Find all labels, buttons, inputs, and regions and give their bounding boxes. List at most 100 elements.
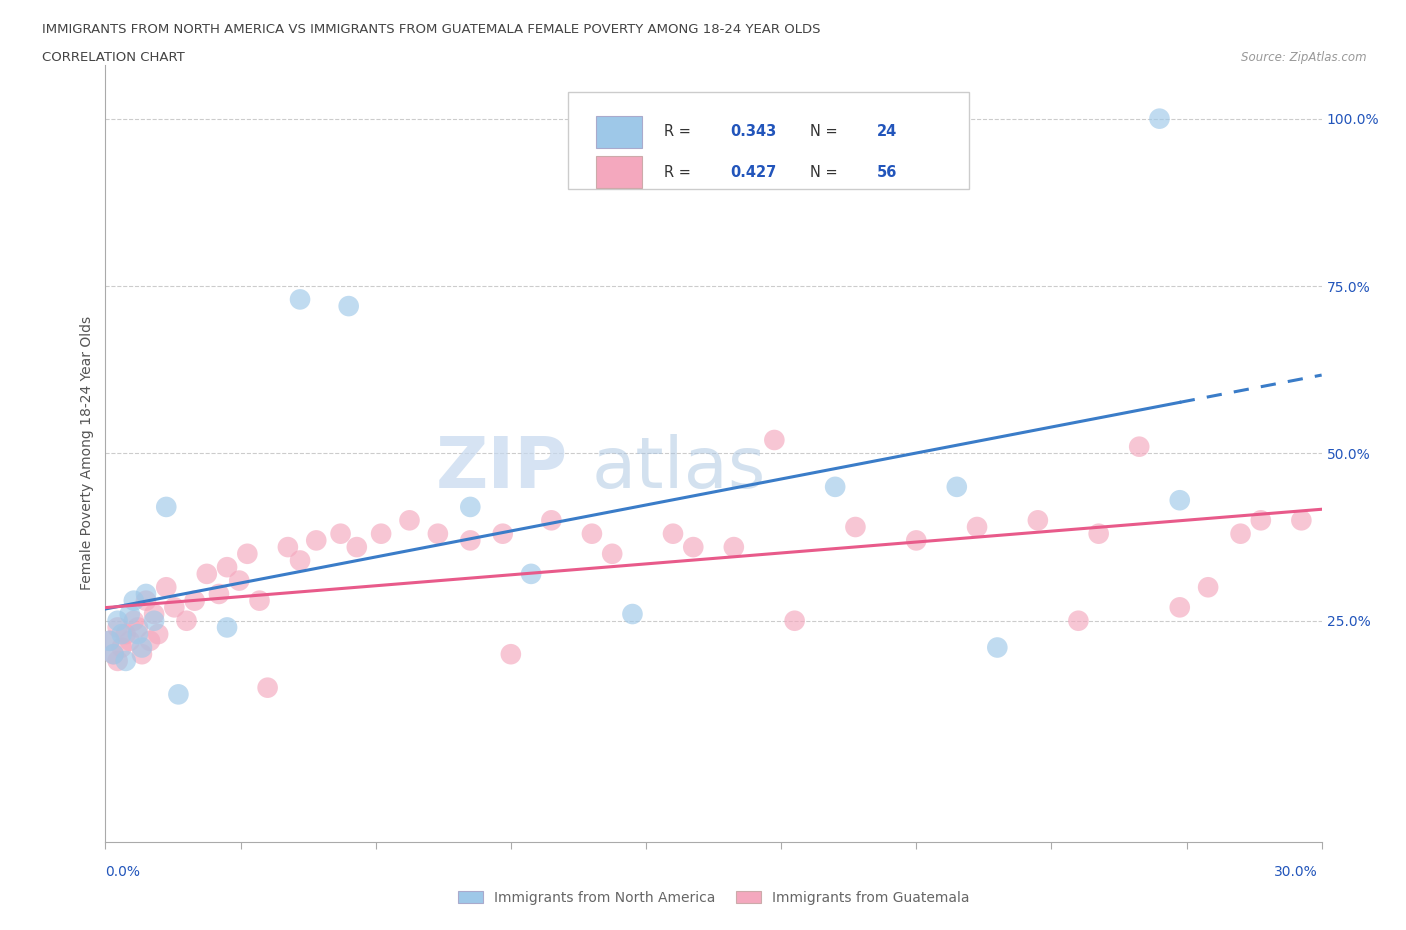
Point — [131, 646, 153, 661]
Point — [492, 526, 515, 541]
Point — [337, 299, 360, 313]
Point — [346, 539, 368, 554]
Point — [236, 546, 259, 561]
Point — [966, 520, 988, 535]
Point — [945, 479, 967, 494]
Point — [118, 633, 141, 648]
Point — [581, 526, 603, 541]
Point — [228, 573, 250, 588]
Point — [167, 687, 190, 702]
Text: R =: R = — [664, 125, 695, 140]
Point — [520, 566, 543, 581]
Point — [217, 620, 239, 635]
Point — [111, 627, 134, 642]
Point — [458, 533, 481, 548]
Bar — [596, 115, 641, 148]
Point — [426, 526, 449, 541]
Point — [127, 620, 149, 635]
Point — [621, 606, 644, 621]
Text: N =: N = — [810, 125, 842, 140]
Point — [118, 606, 141, 621]
Point — [163, 600, 186, 615]
Legend: Immigrants from North America, Immigrants from Guatemala: Immigrants from North America, Immigrant… — [457, 891, 970, 905]
Point — [1168, 600, 1191, 615]
Point — [256, 680, 278, 695]
Point — [288, 553, 311, 568]
Point — [1250, 512, 1272, 527]
Text: N =: N = — [810, 165, 842, 179]
Point — [176, 613, 198, 628]
Point — [183, 593, 205, 608]
Text: ZIP: ZIP — [436, 434, 568, 503]
Text: 30.0%: 30.0% — [1274, 865, 1317, 879]
Point — [103, 646, 125, 661]
Y-axis label: Female Poverty Among 18-24 Year Olds: Female Poverty Among 18-24 Year Olds — [80, 316, 94, 591]
Point — [844, 520, 866, 535]
Point — [131, 640, 153, 655]
Point — [107, 654, 129, 669]
Point — [107, 620, 129, 635]
Point — [305, 533, 328, 548]
Point — [1168, 493, 1191, 508]
Point — [122, 593, 145, 608]
Point — [329, 526, 352, 541]
Point — [111, 640, 134, 655]
Point — [662, 526, 685, 541]
Point — [122, 613, 145, 628]
Point — [824, 479, 846, 494]
Point — [682, 539, 704, 554]
Point — [155, 499, 177, 514]
Point — [249, 593, 271, 608]
Point — [783, 613, 806, 628]
Point — [146, 627, 169, 642]
Point — [1197, 579, 1219, 594]
Point — [1087, 526, 1109, 541]
Text: 0.343: 0.343 — [731, 125, 778, 140]
Point — [139, 633, 162, 648]
Point — [1291, 512, 1313, 527]
Text: atlas: atlas — [592, 434, 766, 503]
Point — [540, 512, 562, 527]
Text: 24: 24 — [876, 125, 897, 140]
Point — [986, 640, 1008, 655]
Point — [217, 560, 239, 575]
Point — [208, 587, 231, 602]
Point — [98, 633, 121, 648]
Point — [905, 533, 928, 548]
Point — [114, 627, 136, 642]
Point — [107, 613, 129, 628]
Point — [143, 606, 166, 621]
Point — [398, 512, 420, 527]
Point — [103, 646, 125, 661]
Text: 0.427: 0.427 — [731, 165, 778, 179]
Point — [288, 292, 311, 307]
Point — [458, 499, 481, 514]
Point — [277, 539, 299, 554]
Point — [499, 646, 522, 661]
Point — [763, 432, 786, 447]
Point — [1229, 526, 1251, 541]
Point — [127, 627, 149, 642]
Point — [135, 593, 157, 608]
Text: R =: R = — [664, 165, 695, 179]
Point — [114, 654, 136, 669]
Text: IMMIGRANTS FROM NORTH AMERICA VS IMMIGRANTS FROM GUATEMALA FEMALE POVERTY AMONG : IMMIGRANTS FROM NORTH AMERICA VS IMMIGRA… — [42, 23, 821, 36]
Point — [370, 526, 392, 541]
Point — [98, 633, 121, 648]
Point — [1026, 512, 1049, 527]
Text: 56: 56 — [876, 165, 897, 179]
Point — [1128, 439, 1150, 454]
Point — [723, 539, 745, 554]
Point — [1149, 112, 1171, 126]
Bar — [596, 155, 641, 189]
Point — [155, 579, 177, 594]
Text: Source: ZipAtlas.com: Source: ZipAtlas.com — [1241, 51, 1367, 64]
Point — [600, 546, 623, 561]
Text: 0.0%: 0.0% — [105, 865, 141, 879]
Point — [143, 613, 166, 628]
Point — [195, 566, 218, 581]
Text: CORRELATION CHART: CORRELATION CHART — [42, 51, 186, 64]
Point — [1067, 613, 1090, 628]
FancyBboxPatch shape — [568, 92, 969, 190]
Point — [135, 587, 157, 602]
